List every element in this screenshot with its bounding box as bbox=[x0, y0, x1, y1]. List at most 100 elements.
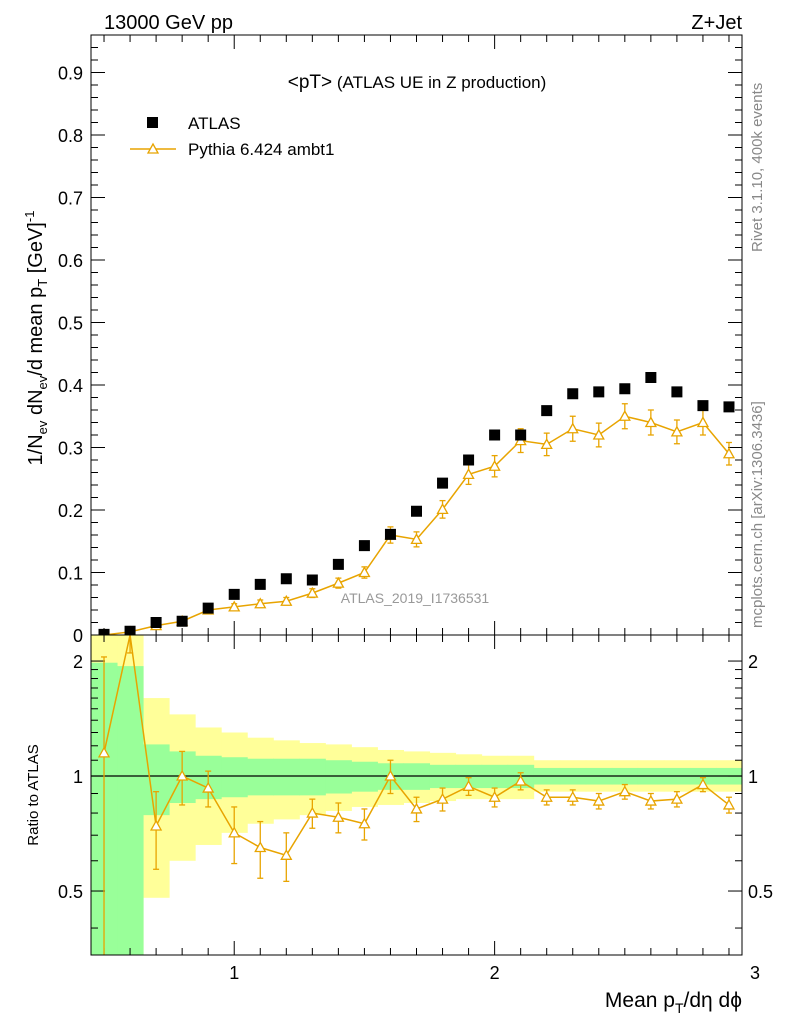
main-ytick-label: 0.8 bbox=[58, 126, 83, 146]
mc-point bbox=[644, 416, 657, 428]
ratio-point bbox=[176, 769, 189, 781]
band-inner bbox=[299, 758, 326, 796]
mc-point bbox=[462, 468, 475, 480]
mc-point bbox=[306, 586, 319, 598]
ratio-point bbox=[670, 792, 684, 804]
main-ytick-label: 0.2 bbox=[58, 501, 83, 521]
atlas-point bbox=[593, 386, 605, 398]
atlas-point bbox=[202, 602, 214, 614]
atlas-point bbox=[515, 429, 527, 441]
main-ytick-label: 0.9 bbox=[58, 64, 83, 84]
ratio-point bbox=[488, 790, 501, 802]
atlas-point bbox=[98, 628, 110, 640]
ratio-point bbox=[202, 781, 215, 793]
legend-atlas-marker bbox=[147, 117, 158, 128]
atlas-point bbox=[541, 405, 553, 417]
mc-point bbox=[280, 594, 293, 606]
atlas-point bbox=[254, 578, 266, 590]
mc-point bbox=[696, 416, 710, 428]
main-ytick-label: 0.3 bbox=[58, 439, 83, 459]
band-inner bbox=[351, 761, 378, 792]
main-panel: 0 0.1 0.2 0.3 0.4 0.5 0.6 0.7 0.8 0.9 <pT> (ATLAS… bbox=[22, 34, 743, 646]
ratio-ytick-label: 2 bbox=[73, 652, 83, 672]
atlas-point bbox=[489, 429, 501, 441]
watermark: ATLAS_2019_I1736531 bbox=[341, 590, 490, 606]
legend-mc-marker bbox=[146, 142, 160, 154]
mc-point bbox=[358, 566, 371, 578]
atlas-point bbox=[358, 540, 370, 552]
band-inner bbox=[221, 757, 248, 798]
main-ytick-label: 0.5 bbox=[58, 314, 83, 334]
main-ytick-label: 0.6 bbox=[58, 251, 83, 271]
mc-point bbox=[436, 503, 449, 515]
ratio-point bbox=[384, 769, 397, 781]
ratio-ticks: 0.5 0.5 1 1 2 2 1 2 3 bbox=[58, 635, 773, 983]
ratio-point bbox=[618, 785, 631, 797]
ratio-xlabel: Mean pT/dη dϕ bbox=[605, 989, 742, 1016]
main-ytick-label: 0 bbox=[73, 626, 83, 646]
ratio-point bbox=[358, 817, 371, 829]
atlas-point bbox=[280, 573, 292, 585]
legend-mc-label: Pythia 6.424 ambt1 bbox=[188, 140, 334, 159]
ratio-point bbox=[149, 819, 163, 831]
ratio-point bbox=[566, 790, 579, 802]
ratio-ytick-label: 1 bbox=[73, 767, 83, 787]
legend-atlas-label: ATLAS bbox=[188, 114, 241, 133]
ratio-point bbox=[462, 779, 475, 791]
mc-point bbox=[618, 409, 631, 421]
atlas-point bbox=[619, 383, 631, 395]
ratio-point bbox=[280, 848, 293, 860]
atlas-point bbox=[567, 388, 579, 400]
ratio-panel: 0.5 0.5 1 1 2 2 1 2 3 Ratio to ATLAS Mean pT/dη … bbox=[25, 634, 773, 1016]
ratio-point bbox=[514, 774, 527, 786]
ratio-xtick-label: 2 bbox=[490, 963, 500, 983]
main-ylabel: 1/Nev dNev/d mean pT [GeV]-1 bbox=[22, 211, 50, 466]
main-ytick-label: 0.1 bbox=[58, 564, 83, 584]
ratio-ytick-label-right: 0.5 bbox=[748, 882, 773, 902]
band-inner bbox=[117, 666, 144, 955]
mc-point bbox=[332, 576, 345, 588]
ratio-point bbox=[306, 806, 319, 818]
atlas-point bbox=[306, 574, 318, 586]
atlas-point bbox=[437, 477, 449, 489]
mc-point bbox=[228, 600, 241, 612]
ratio-ytick-label: 0.5 bbox=[58, 882, 83, 902]
atlas-point bbox=[176, 615, 188, 627]
atlas-point bbox=[463, 454, 475, 466]
atlas-point bbox=[228, 588, 240, 600]
legend: ATLAS Pythia 6.424 ambt1 bbox=[130, 114, 334, 159]
atlas-point bbox=[332, 558, 344, 570]
atlas-point bbox=[645, 372, 657, 383]
ratio-point bbox=[436, 792, 449, 804]
band-inner bbox=[247, 758, 274, 796]
ratio-point bbox=[410, 802, 423, 814]
plot-title: <pT> (ATLAS UE in Z production) bbox=[288, 72, 547, 93]
band-inner bbox=[325, 760, 352, 794]
ratio-point bbox=[722, 798, 736, 810]
ratio-bands bbox=[91, 635, 743, 955]
main-ytick-label: 0.4 bbox=[58, 376, 83, 396]
ratio-point bbox=[644, 794, 657, 806]
ratio-series bbox=[97, 634, 736, 955]
mc-point bbox=[566, 422, 579, 434]
ratio-point bbox=[696, 778, 710, 790]
mc-point bbox=[488, 459, 501, 471]
header-left: 13000 GeV pp bbox=[104, 12, 233, 34]
ratio-frame bbox=[90, 634, 743, 956]
atlas-point bbox=[150, 617, 162, 628]
ratio-point bbox=[228, 826, 241, 838]
atlas-point bbox=[384, 528, 396, 540]
ratio-point bbox=[97, 746, 111, 758]
header-right: Z+Jet bbox=[691, 12, 742, 34]
main-series bbox=[97, 372, 736, 640]
rivet-label: Rivet 3.1.10, 400k events bbox=[749, 83, 766, 252]
atlas-point bbox=[723, 401, 735, 413]
atlas-point bbox=[411, 505, 422, 517]
plot-title-sub: (ATLAS UE in Z production) bbox=[332, 73, 546, 92]
main-ytick-label: 0.7 bbox=[58, 189, 83, 209]
plot-title-main: <pT> bbox=[288, 72, 332, 93]
ratio-ylabel: Ratio to ATLAS bbox=[25, 744, 42, 845]
ratio-point bbox=[254, 841, 267, 853]
ratio-xtick-label: 3 bbox=[750, 963, 760, 983]
